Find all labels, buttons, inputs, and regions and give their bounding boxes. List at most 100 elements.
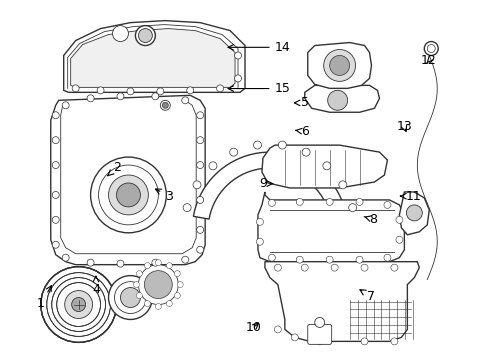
Circle shape [196, 137, 203, 144]
Circle shape [160, 100, 170, 110]
Polygon shape [307, 42, 371, 88]
Circle shape [268, 254, 275, 261]
Circle shape [383, 254, 390, 261]
Text: 13: 13 [396, 121, 411, 134]
Text: 3: 3 [155, 189, 173, 203]
Circle shape [330, 264, 337, 271]
Circle shape [383, 201, 390, 208]
Circle shape [348, 204, 356, 212]
Circle shape [162, 102, 168, 108]
Circle shape [62, 102, 69, 109]
Polygon shape [71, 28, 235, 87]
Text: 2: 2 [108, 161, 121, 176]
Circle shape [329, 55, 349, 75]
Circle shape [144, 301, 150, 307]
FancyBboxPatch shape [307, 324, 331, 345]
Circle shape [52, 137, 59, 144]
Circle shape [395, 216, 402, 223]
Circle shape [322, 162, 330, 170]
Circle shape [390, 338, 397, 345]
Circle shape [136, 293, 142, 298]
Circle shape [314, 318, 324, 328]
Circle shape [390, 264, 397, 271]
Circle shape [338, 181, 346, 189]
Circle shape [182, 97, 188, 104]
Circle shape [117, 260, 124, 267]
Circle shape [72, 85, 79, 92]
Circle shape [87, 95, 94, 102]
Circle shape [229, 148, 237, 156]
Text: 9: 9 [259, 177, 272, 190]
Circle shape [182, 256, 188, 263]
Circle shape [144, 263, 150, 269]
Circle shape [90, 157, 166, 233]
Circle shape [316, 338, 323, 345]
Circle shape [395, 236, 402, 243]
Text: 10: 10 [245, 321, 261, 334]
Circle shape [52, 112, 59, 119]
Circle shape [302, 148, 309, 156]
Circle shape [427, 45, 434, 53]
Circle shape [268, 199, 275, 206]
Circle shape [144, 271, 172, 298]
Circle shape [174, 293, 180, 298]
Circle shape [155, 260, 161, 266]
Polygon shape [262, 145, 386, 188]
Circle shape [41, 267, 116, 342]
Circle shape [112, 26, 128, 41]
Text: 8: 8 [364, 213, 377, 226]
Circle shape [360, 338, 367, 345]
Circle shape [136, 271, 142, 276]
Polygon shape [258, 192, 404, 262]
Circle shape [296, 198, 303, 206]
Circle shape [256, 219, 263, 225]
Circle shape [323, 50, 355, 81]
Circle shape [256, 238, 263, 245]
Text: 4: 4 [92, 276, 100, 296]
Circle shape [278, 141, 285, 149]
Circle shape [424, 41, 437, 55]
Circle shape [325, 256, 332, 263]
Circle shape [133, 282, 139, 288]
Text: 11: 11 [400, 190, 421, 203]
Circle shape [234, 75, 241, 82]
Circle shape [166, 263, 172, 269]
Text: 7: 7 [359, 290, 374, 303]
Polygon shape [304, 85, 379, 112]
Circle shape [253, 141, 261, 149]
Circle shape [117, 93, 124, 100]
Circle shape [274, 326, 281, 333]
Circle shape [186, 87, 193, 94]
Circle shape [216, 85, 223, 92]
Circle shape [64, 291, 92, 319]
Text: 15: 15 [227, 82, 290, 95]
Circle shape [99, 165, 158, 225]
Polygon shape [51, 95, 205, 265]
Circle shape [183, 204, 191, 212]
Circle shape [325, 198, 332, 206]
Circle shape [72, 298, 85, 311]
Circle shape [52, 162, 59, 168]
Circle shape [152, 93, 159, 100]
Circle shape [196, 246, 203, 253]
Text: 6: 6 [295, 125, 309, 138]
Circle shape [166, 301, 172, 307]
Circle shape [52, 216, 59, 223]
Circle shape [274, 264, 281, 271]
Circle shape [120, 288, 140, 307]
Circle shape [355, 256, 362, 263]
Polygon shape [264, 262, 419, 341]
Circle shape [127, 88, 134, 95]
Circle shape [296, 256, 303, 263]
Circle shape [157, 88, 163, 95]
Circle shape [52, 241, 59, 248]
Circle shape [196, 112, 203, 119]
Circle shape [406, 205, 422, 221]
Polygon shape [193, 152, 346, 219]
Circle shape [152, 259, 159, 266]
Polygon shape [63, 21, 244, 92]
Circle shape [97, 87, 104, 94]
Circle shape [138, 28, 152, 42]
Circle shape [177, 282, 183, 288]
Circle shape [301, 264, 307, 271]
